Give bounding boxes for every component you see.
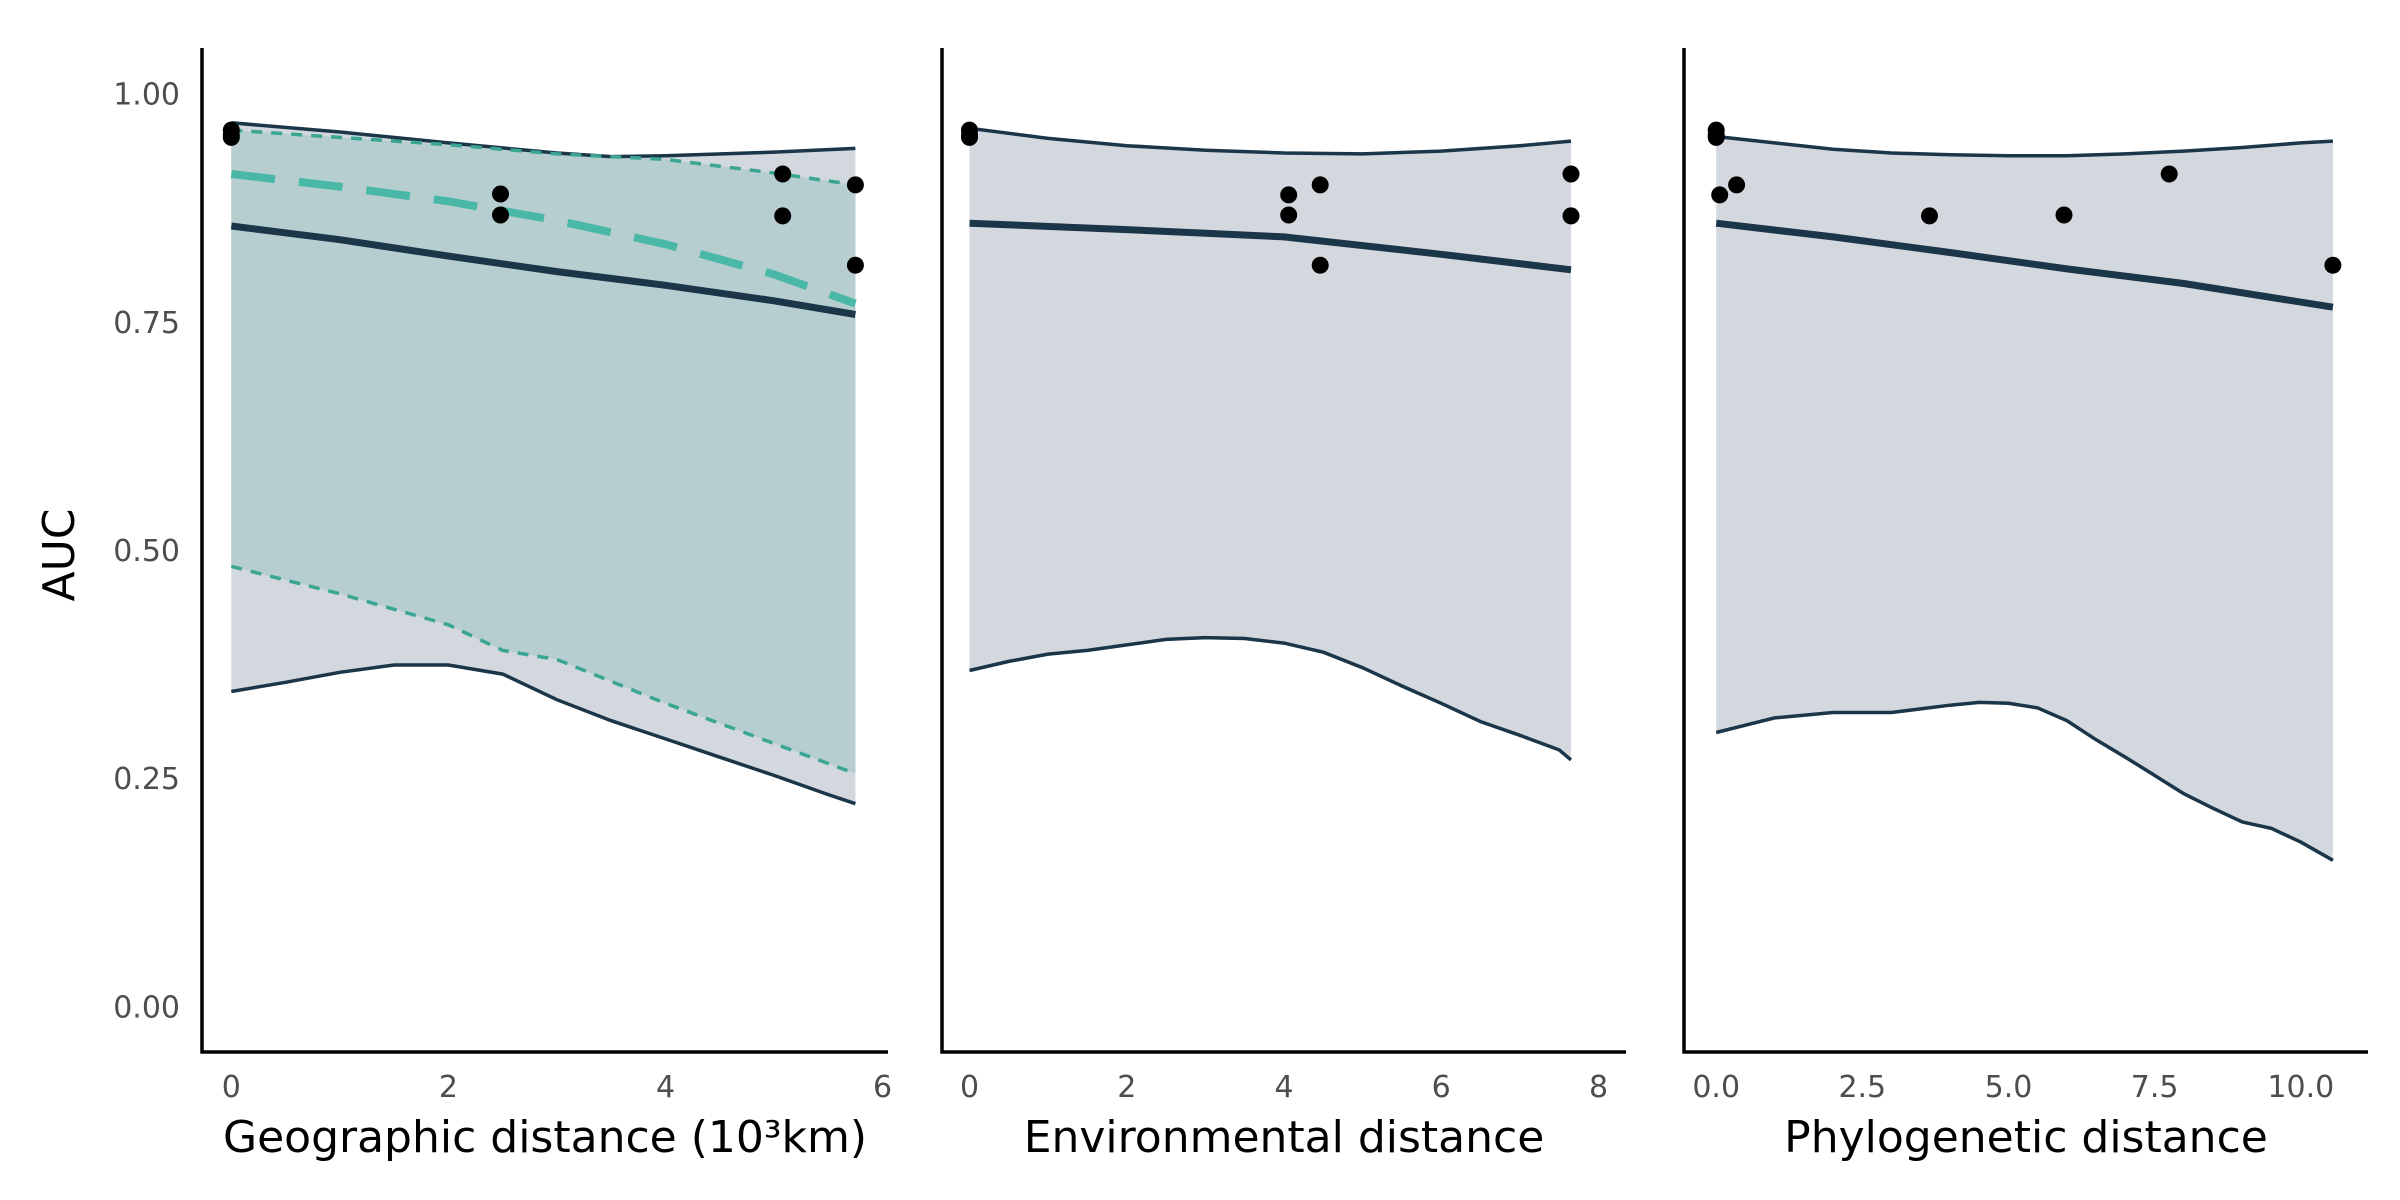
ribbon-grey-phylogenetic: [1716, 136, 2333, 861]
band-lower-line: [969, 635, 1573, 762]
x-tick-label: 10.0: [2267, 1070, 2334, 1105]
band-lower-line: [1715, 700, 2334, 862]
teal-mean-dashed-line: [230, 170, 857, 308]
x-tick-label: 2.5: [1838, 1070, 1886, 1105]
data-point: [222, 128, 240, 146]
panel-environmental-distance: 0 2 4 6 8 Environmental distance: [940, 48, 1626, 1163]
x-tick-label: 0: [960, 1070, 979, 1105]
data-point: [492, 185, 509, 203]
data-point: [1311, 176, 1329, 194]
data-point: [1280, 186, 1298, 204]
x-axis-title: Phylogenetic distance: [1784, 1112, 2268, 1163]
x-tick-label: 2: [439, 1070, 458, 1105]
x-tick-label: 4: [1274, 1070, 1293, 1105]
teal-band-upper-dashed: [231, 128, 856, 187]
mean-line: [969, 219, 1572, 274]
x-axis-title: Environmental distance: [1024, 1112, 1545, 1163]
data-point: [1711, 186, 1729, 204]
data-point: [1562, 207, 1580, 225]
y-axis-title: AUC: [34, 508, 85, 601]
x-tick-label: 6: [1432, 1070, 1451, 1105]
teal-band-lower-dashed: [230, 564, 857, 776]
data-point: [492, 206, 509, 224]
panel-geographic-distance: 0 2 4 6 0.00 0.25 0.50 0.75 1.00 Geographic dista…: [113, 48, 892, 1163]
y-tick-label: 1.00: [113, 78, 180, 113]
ribbon-grey-environmental: [969, 128, 1571, 760]
band-upper-line: [231, 121, 856, 159]
data-point: [1280, 206, 1298, 224]
data-point: [1921, 207, 1938, 225]
data-point: [961, 128, 978, 146]
data-point: [846, 176, 864, 194]
data-point: [774, 207, 792, 225]
x-tick-label: 0: [222, 1070, 241, 1105]
data-point: [1562, 165, 1580, 183]
y-tick-label: 0.00: [113, 990, 180, 1025]
y-tick-label: 0.75: [113, 306, 180, 341]
data-point: [1707, 128, 1725, 146]
x-tick-label: 8: [1589, 1070, 1608, 1105]
data-point: [774, 165, 792, 183]
x-tick-label: 5.0: [1985, 1070, 2033, 1105]
data-point: [1311, 256, 1329, 274]
data-point: [2055, 206, 2073, 224]
x-tick-label: 2: [1117, 1070, 1136, 1105]
x-tick-label: 6: [873, 1070, 892, 1105]
x-tick-label: 4: [656, 1070, 675, 1105]
mean-line: [1715, 219, 2334, 311]
x-tick-label: 7.5: [2131, 1070, 2179, 1105]
data-point: [2160, 165, 2178, 183]
y-tick-label: 0.25: [113, 762, 180, 797]
data-point: [846, 256, 864, 274]
x-tick-label: 0.0: [1692, 1070, 1740, 1105]
mean-line: [230, 222, 856, 318]
band-upper-line: [969, 126, 1572, 156]
y-tick-label: 0.50: [113, 534, 180, 569]
data-point: [2324, 256, 2342, 274]
panel-phylogenetic-distance: 0.0 2.5 5.0 7.5 10.0 Phylogenetic distance: [1682, 48, 2368, 1163]
x-axis-title: Geographic distance (10³km): [223, 1112, 867, 1163]
band-upper-line: [1716, 134, 2333, 158]
data-point: [1728, 176, 1746, 194]
band-lower-line: [231, 663, 856, 806]
